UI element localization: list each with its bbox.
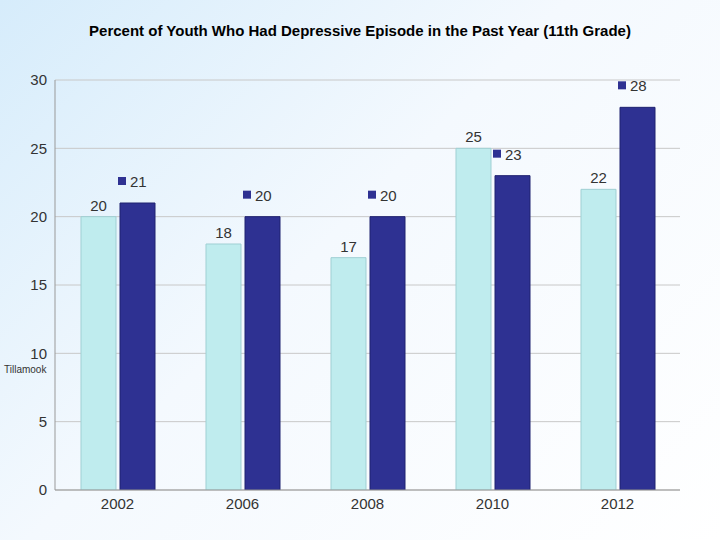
svg-text:2002: 2002 (101, 495, 134, 512)
svg-text:2006: 2006 (226, 495, 259, 512)
svg-text:2010: 2010 (476, 495, 509, 512)
svg-text:17: 17 (340, 238, 357, 255)
svg-text:5: 5 (39, 413, 47, 430)
svg-text:20: 20 (30, 208, 47, 225)
svg-text:22: 22 (590, 169, 607, 186)
svg-text:15: 15 (30, 276, 47, 293)
svg-text:28: 28 (630, 77, 647, 94)
svg-text:21: 21 (130, 173, 147, 190)
svg-text:23: 23 (505, 146, 522, 163)
svg-text:20: 20 (380, 187, 397, 204)
svg-text:20: 20 (90, 197, 107, 214)
svg-text:30: 30 (30, 71, 47, 88)
svg-text:25: 25 (465, 128, 482, 145)
html-text:Tillamook: Tillamook (4, 364, 47, 375)
svg-text:18: 18 (215, 224, 232, 241)
svg-text:2012: 2012 (601, 495, 634, 512)
svg-text:25: 25 (30, 140, 47, 157)
html-text:Percent of Youth Who Had Depre: Percent of Youth Who Had Depressive Epis… (89, 22, 631, 39)
svg-text:10: 10 (30, 345, 47, 362)
svg-text:2008: 2008 (351, 495, 384, 512)
svg-text:0: 0 (39, 481, 47, 498)
svg-text:20: 20 (255, 187, 272, 204)
